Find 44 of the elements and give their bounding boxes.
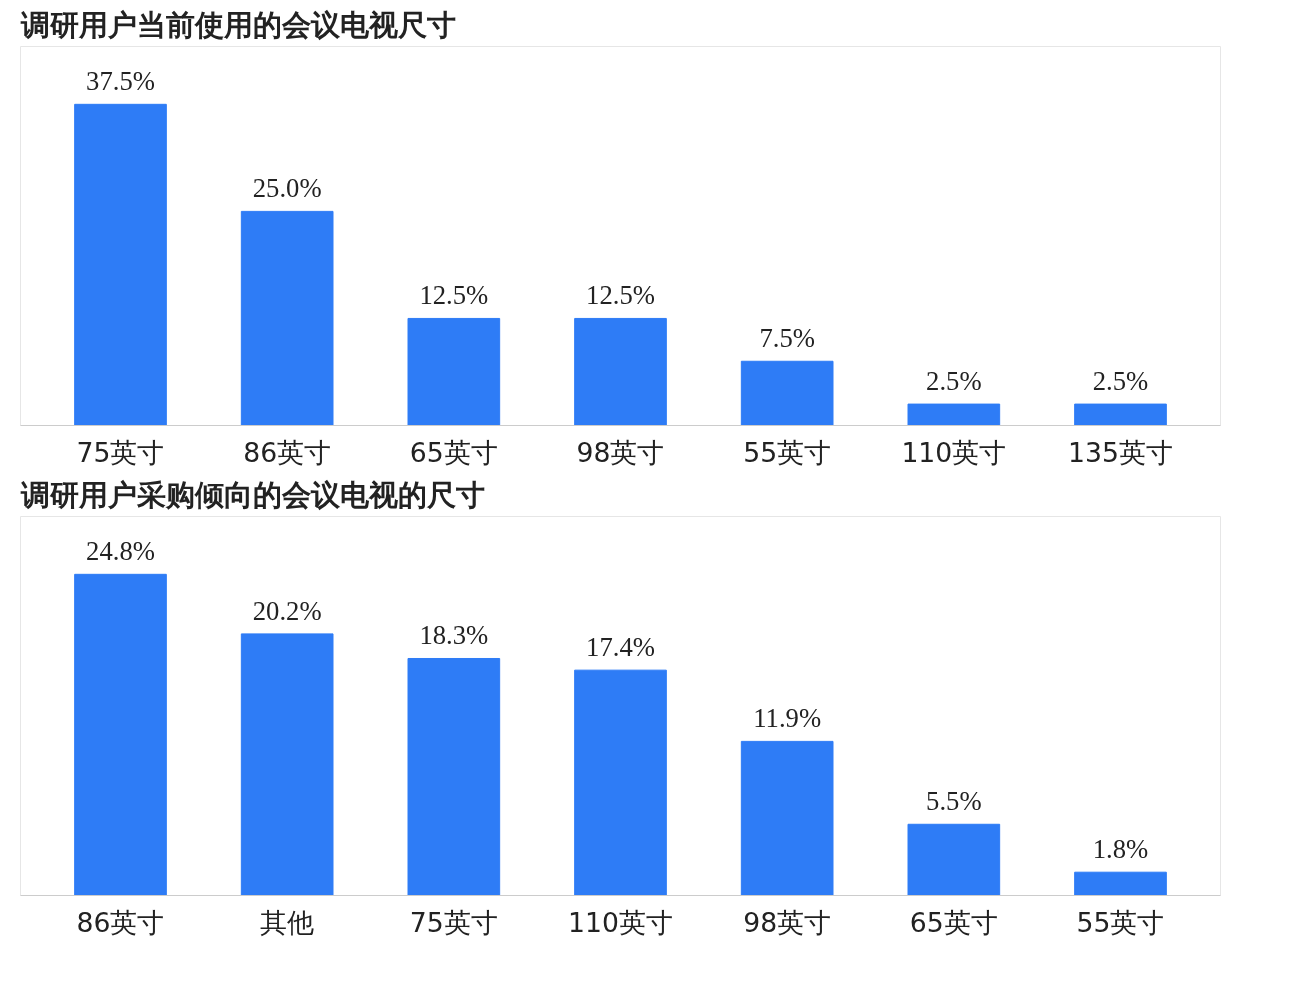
chart-title: 调研用户采购倾向的会议电视的尺寸: [19, 477, 485, 512]
bar: [1074, 403, 1167, 426]
bar: [407, 658, 501, 896]
bar: [1074, 871, 1167, 896]
bar: [907, 403, 1001, 426]
data-label: 12.5%: [586, 280, 655, 311]
x-tick-label: 135英寸: [1068, 436, 1173, 468]
x-tick-label: 65英寸: [909, 906, 998, 938]
x-tick-label: 其他: [260, 906, 315, 938]
x-tick-label: 65英寸: [409, 436, 498, 468]
bar: [240, 210, 334, 426]
x-tick-label: 110英寸: [568, 906, 673, 938]
x-tick-label: 75英寸: [76, 436, 165, 468]
bar: [74, 103, 167, 426]
x-tick-label: 98英寸: [576, 436, 665, 468]
bar: [740, 740, 834, 896]
x-tick-label: 55英寸: [1076, 906, 1165, 938]
data-label: 18.3%: [419, 620, 489, 651]
x-tick-label: 55英寸: [743, 436, 832, 468]
chart-title: 调研用户当前使用的会议电视尺寸: [19, 7, 456, 42]
bar: [907, 823, 1001, 896]
data-label: 2.5%: [926, 366, 982, 397]
x-tick-label: 86英寸: [243, 436, 332, 468]
data-label: 37.5%: [86, 66, 155, 97]
x-tick-label: 75英寸: [409, 906, 498, 938]
data-label: 25.0%: [252, 173, 322, 204]
data-label: 1.8%: [1092, 834, 1149, 865]
data-label: 12.5%: [419, 280, 489, 311]
data-label: 7.5%: [759, 323, 815, 354]
x-tick-label: 86英寸: [76, 906, 165, 938]
bar: [574, 317, 667, 426]
data-label: 17.4%: [586, 632, 655, 663]
bar: [240, 633, 334, 896]
data-label: 20.2%: [252, 595, 322, 626]
bar: [574, 669, 667, 896]
data-label: 5.5%: [926, 786, 982, 817]
x-tick-label: 98英寸: [743, 906, 832, 938]
bar: [74, 573, 167, 896]
bar: [407, 317, 501, 426]
bar: [740, 360, 834, 426]
data-label: 11.9%: [753, 703, 822, 734]
data-label: 2.5%: [1092, 366, 1149, 397]
data-label: 24.8%: [86, 536, 155, 567]
x-tick-label: 110英寸: [901, 436, 1007, 468]
